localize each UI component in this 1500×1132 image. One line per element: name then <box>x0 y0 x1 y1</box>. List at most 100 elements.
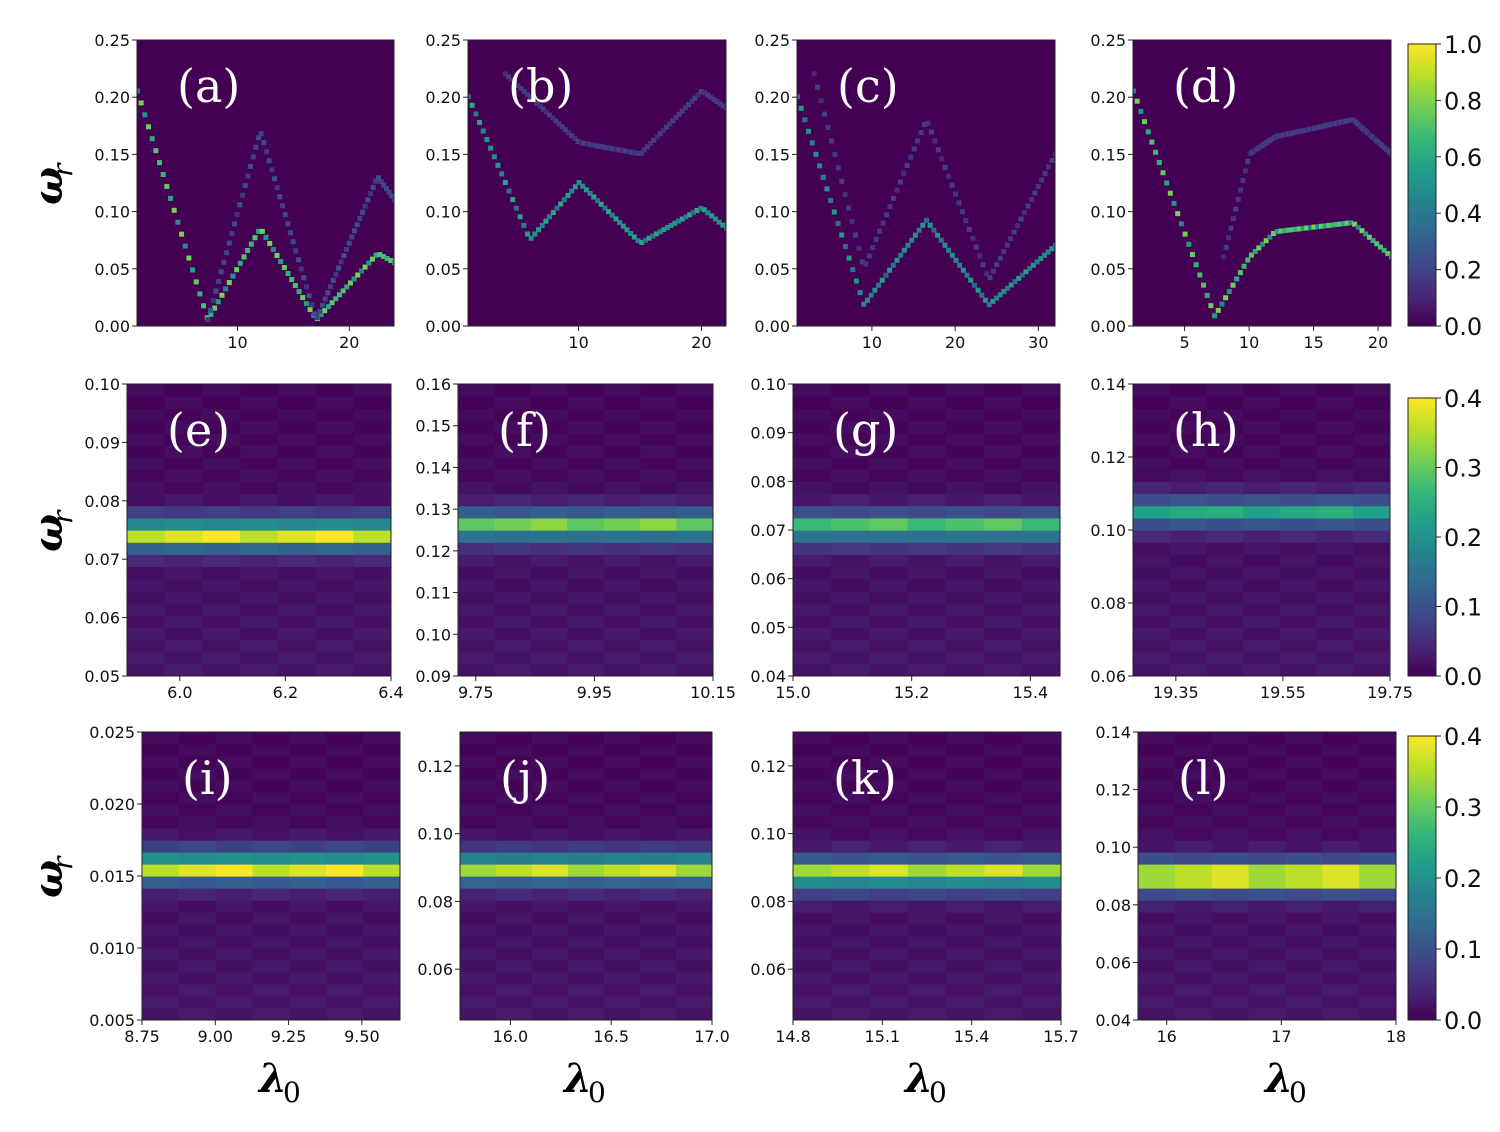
heatmap-cell <box>532 816 569 829</box>
band-0-point <box>613 216 619 222</box>
heatmap-cell <box>252 900 291 913</box>
heatmap-cell <box>1133 432 1171 446</box>
band-1-point <box>616 147 622 153</box>
heatmap-cell <box>127 566 166 580</box>
heatmap-cell <box>640 481 678 495</box>
heatmap-cell <box>983 384 1023 397</box>
heatmap-cell <box>567 408 605 422</box>
heatmap-cell <box>289 936 327 949</box>
heatmap-cell <box>640 505 678 519</box>
heatmap-cell <box>289 756 327 769</box>
heatmap-cell <box>1322 936 1360 949</box>
heatmap-cell <box>164 554 204 568</box>
y-axis-label-symbol: ω <box>25 167 72 205</box>
y-tick-label: 0.025 <box>89 723 135 742</box>
y-tick-label: 0.05 <box>1090 260 1126 279</box>
band-1-point <box>928 129 934 135</box>
band-1-point <box>314 315 320 321</box>
heatmap-cell <box>907 984 947 997</box>
heatmap-cell <box>1316 590 1354 604</box>
heatmap-cell <box>202 578 241 592</box>
heatmap-cell <box>215 732 254 745</box>
heatmap-cell <box>1279 396 1318 409</box>
colorbar-tick-label: 0.4 <box>1444 200 1482 228</box>
band-1-point <box>877 228 883 234</box>
heatmap-cell <box>289 768 327 781</box>
heatmap-cell <box>568 768 605 781</box>
band-1-point <box>298 266 304 272</box>
x-tick-label: 10 <box>862 333 882 352</box>
heatmap-cell <box>353 554 391 568</box>
heatmap-cell <box>604 864 641 877</box>
heatmap-cell <box>1322 780 1360 793</box>
heatmap-cell <box>277 639 317 653</box>
heatmap-cell <box>289 804 327 817</box>
band-1-point <box>686 102 692 108</box>
heatmap-cell <box>215 780 254 793</box>
heatmap-cell <box>567 457 605 470</box>
band-1-point <box>1242 168 1248 174</box>
heatmap-cell <box>353 590 391 604</box>
heatmap-cell <box>1206 420 1244 434</box>
band-1-point <box>562 127 568 133</box>
heatmap-cell <box>142 864 180 877</box>
panel-label: (b) <box>508 59 573 113</box>
band-1-point <box>333 271 339 277</box>
heatmap-cell <box>1322 912 1360 925</box>
heatmap-cell <box>1174 888 1213 901</box>
band-1-point <box>870 245 876 251</box>
band-1-point <box>328 284 334 290</box>
heatmap-cell <box>1022 864 1061 877</box>
band-0-point <box>303 301 309 307</box>
panel-f: 0.090.100.110.120.130.140.150.169.75 9.95… <box>415 375 736 702</box>
heatmap-cell <box>793 566 832 580</box>
heatmap-cell <box>458 432 496 446</box>
heatmap-cell <box>1359 780 1396 793</box>
heatmap-cell <box>202 542 241 555</box>
band-0-point <box>347 280 353 286</box>
band-1-point <box>521 88 527 94</box>
heatmap-cell <box>530 590 568 604</box>
heatmap-cell <box>353 627 391 641</box>
heatmap-cell <box>458 517 496 531</box>
band-1-point <box>711 96 717 102</box>
heatmap-cell <box>1322 888 1360 901</box>
heatmap-cell <box>494 566 532 580</box>
colorbar-tick-label: 0.1 <box>1444 594 1482 622</box>
band-1-point <box>607 145 613 151</box>
band-1-point <box>987 275 993 281</box>
heatmap-cell <box>326 888 364 901</box>
heatmap-cell <box>1138 984 1176 997</box>
band-1-point <box>811 71 817 77</box>
y-tick-label: 0.25 <box>94 31 130 50</box>
heatmap-cell <box>315 554 354 568</box>
heatmap-cell <box>869 900 909 913</box>
band-0-point <box>595 198 600 204</box>
band-0-point <box>942 242 948 248</box>
heatmap-cells <box>468 71 726 245</box>
heatmap-cell <box>907 432 947 446</box>
heatmap-cell <box>1206 469 1244 482</box>
heatmap-cell <box>178 840 217 853</box>
heatmap-cell <box>1022 768 1061 781</box>
heatmap-cell <box>1133 457 1171 470</box>
heatmap-cell <box>252 912 291 925</box>
heatmap-cell <box>907 852 947 865</box>
heatmap-cell <box>1359 912 1396 925</box>
band-1-point <box>613 146 619 152</box>
band-1-point <box>325 290 331 296</box>
band-1-point <box>619 148 625 154</box>
heatmap-cell <box>1353 566 1390 580</box>
band-1-point <box>720 103 726 109</box>
heatmap-cell <box>458 603 496 616</box>
heatmap-cell <box>142 804 180 817</box>
heatmap-cell <box>567 493 605 507</box>
heatmap-cell <box>793 792 832 805</box>
heatmap-cell <box>1322 972 1360 985</box>
band-0-point <box>883 272 889 278</box>
heatmap-cell <box>496 756 533 769</box>
band-0-point <box>300 295 306 301</box>
heatmap-cell <box>831 744 871 757</box>
heatmap-cell <box>1279 457 1318 470</box>
heatmap-cell <box>676 396 713 409</box>
